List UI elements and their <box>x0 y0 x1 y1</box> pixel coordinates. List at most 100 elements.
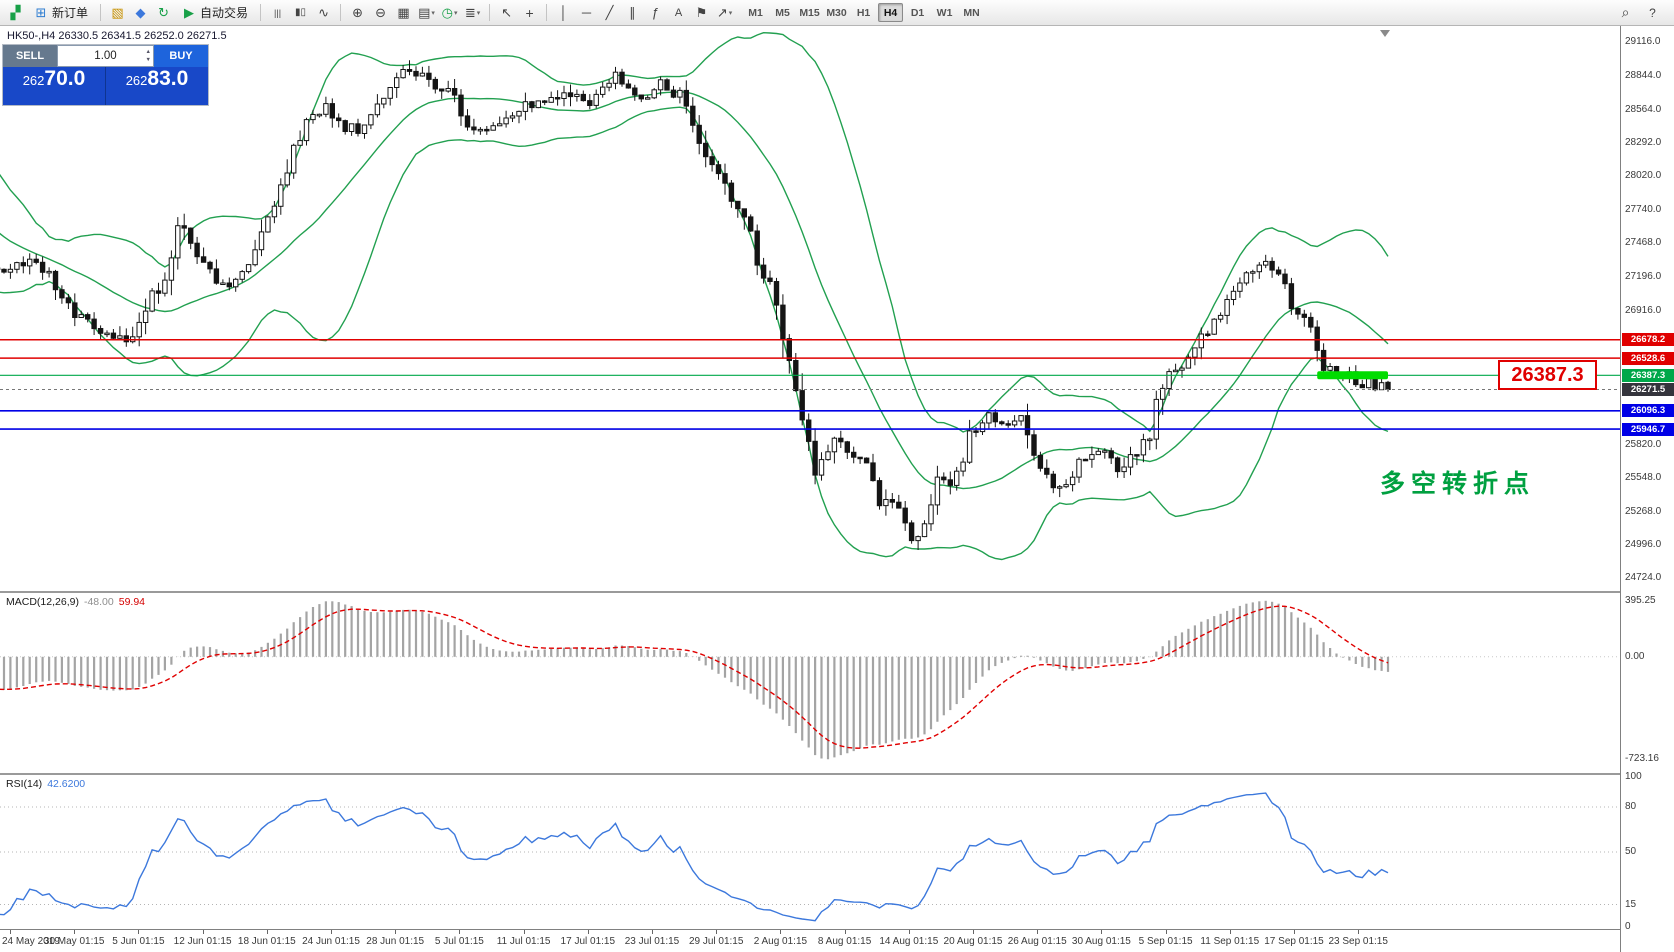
price-axis-label: 25548.0 <box>1625 471 1662 483</box>
timeframe-m1[interactable]: M1 <box>748 6 763 19</box>
one-click-trading-panel: SELL 1.00 ▲ ▼ BUY 262 70.0 262 83.0 <box>3 45 208 105</box>
time-axis-label: 5 Sep 01:15 <box>1138 936 1193 947</box>
arrows-icon[interactable]: ↗ ▾ <box>716 4 733 20</box>
dropdown-caret-icon[interactable]: ▾ <box>431 9 435 17</box>
time-axis-tick <box>395 930 397 934</box>
timeframe-h1[interactable]: H1 <box>856 6 871 19</box>
price-axis-label: 28020.0 <box>1625 170 1662 182</box>
toolbar: ▞ ⊞ 新订单 ▧ ◆ ↻ ▶ 自动交易 ||| ▮▯ ∿ ⊕ ⊖ ▦ ▤ ▾ ◷ ▾ ≣ ▾ ↖ + │ ─ ╱ ∥ ƒ A ⚑ ↗ ▾ … <box>0 0 1674 26</box>
time-axis-label: 8 Aug 01:15 <box>817 936 872 947</box>
time-axis-tick <box>138 930 140 934</box>
sell-price[interactable]: 262 70.0 <box>3 67 105 105</box>
indicators-icon[interactable]: ≣ ▾ <box>464 4 481 20</box>
stepper-down-icon[interactable]: ▼ <box>145 57 151 63</box>
turning-point-note[interactable]: 多空转折点 <box>1380 470 1536 498</box>
time-axis-tick <box>908 930 910 934</box>
main-chart-canvas[interactable] <box>0 26 1620 591</box>
toolbar-separator <box>260 4 262 21</box>
time-axis-tick <box>587 930 589 934</box>
time-axis-label: 5 Jun 01:15 <box>112 936 165 947</box>
search-icon[interactable]: ⌕ <box>1621 4 1630 20</box>
crosshair-icon[interactable]: + <box>525 4 534 21</box>
time-axis-label: 11 Sep 01:15 <box>1200 936 1260 947</box>
dropdown-caret-icon[interactable]: ▾ <box>476 9 481 17</box>
toolbar-right-group: ⌕? <box>1615 3 1669 23</box>
price-axis-label: 24724.0 <box>1625 572 1662 584</box>
chart-list-icon[interactable]: ▤ ▾ <box>418 4 435 20</box>
cursor-icon[interactable]: ↖ <box>501 4 512 20</box>
fibonacci-icon[interactable]: ƒ <box>651 5 660 20</box>
rsi-axis-label: 80 <box>1625 801 1637 812</box>
time-axis-label: 30 May 01:15 <box>43 936 105 947</box>
time-axis-label: 17 Jul 01:15 <box>560 936 616 947</box>
dropdown-caret-icon[interactable]: ▾ <box>728 9 733 17</box>
autotrading-button[interactable]: ▶ 自动交易 <box>176 3 254 23</box>
text-icon[interactable]: A <box>674 6 683 19</box>
horizontal-line-icon[interactable]: ─ <box>581 5 592 20</box>
price-tag: 26271.5 <box>1622 382 1674 396</box>
timeframe-d1[interactable]: D1 <box>910 6 925 19</box>
timeframe-h4[interactable]: H4 <box>878 3 904 22</box>
label-icon[interactable]: ⚑ <box>695 4 708 20</box>
timeframe-m15[interactable]: M15 <box>799 6 820 19</box>
rsi-canvas[interactable] <box>0 775 1620 929</box>
timeframe-m5[interactable]: M5 <box>775 6 790 19</box>
macd-canvas[interactable] <box>0 593 1620 773</box>
timeframe-mn[interactable]: MN <box>963 6 980 19</box>
macd-name: MACD(12,26,9) <box>6 596 79 608</box>
buy-price[interactable]: 262 83.0 <box>106 67 208 105</box>
pane-divider[interactable] <box>0 773 1674 775</box>
time-axis[interactable]: 24 May 2019 30 May 01:15 5 Jun 01:15 12 Jun… <box>0 930 1620 952</box>
channel-icon[interactable]: ∥ <box>629 4 636 20</box>
price-annotation-box[interactable]: 26387.3 <box>1498 360 1597 390</box>
help-icon[interactable]: ? <box>1649 5 1656 20</box>
trendline-icon[interactable]: ╱ <box>605 4 614 20</box>
time-axis-tick <box>523 930 525 934</box>
time-axis-tick <box>1294 930 1295 934</box>
app-logo-icon[interactable]: ▞ <box>10 4 21 20</box>
price-tag: 26678.2 <box>1622 333 1674 347</box>
sell-button[interactable]: SELL <box>3 45 57 67</box>
timeframe-m30[interactable]: M30 <box>826 6 847 19</box>
toolbar-separator <box>100 4 102 21</box>
zoom-out-icon[interactable]: ⊖ <box>375 4 386 20</box>
dropdown-caret-icon[interactable]: ▾ <box>453 9 458 17</box>
zoom-in-icon[interactable]: ⊕ <box>352 4 363 20</box>
price-tag: 25946.7 <box>1622 422 1674 436</box>
buy-button[interactable]: BUY <box>154 45 208 67</box>
time-axis-tick <box>652 930 653 934</box>
timeframe-w1[interactable]: W1 <box>936 6 953 19</box>
volume-input[interactable]: 1.00 ▲ ▼ <box>57 45 154 67</box>
candlestick-chart-icon[interactable]: ▮▯ <box>295 7 307 18</box>
pane-divider[interactable] <box>0 591 1674 593</box>
price-axis-label: 26916.0 <box>1625 304 1662 316</box>
vertical-line-icon[interactable]: │ <box>559 5 568 20</box>
tile-windows-icon[interactable]: ▦ <box>397 4 410 20</box>
time-axis-tick <box>1358 930 1360 934</box>
macd-signal-value: 59.94 <box>118 596 146 608</box>
price-tag: 26387.3 <box>1622 368 1674 382</box>
time-axis-label: 23 Sep 01:15 <box>1328 936 1388 947</box>
profiles-icon[interactable]: ◆ <box>135 4 146 20</box>
price-scale[interactable]: 29116.0 28844.0 28564.0 28292.0 28020.0 27740… <box>1620 26 1674 952</box>
volume-stepper[interactable]: ▲ ▼ <box>146 48 151 64</box>
time-axis-label: 14 Aug 01:15 <box>879 936 939 947</box>
bar-chart-icon[interactable]: ||| <box>274 7 282 18</box>
price-prefix: 262 <box>22 73 45 88</box>
macd-axis-label: -723.16 <box>1625 753 1659 765</box>
time-axis-label: 30 Aug 01:15 <box>1071 936 1131 947</box>
line-chart-icon[interactable]: ∿ <box>318 4 329 20</box>
time-axis-label: 26 Aug 01:15 <box>1007 936 1067 947</box>
time-axis-tick <box>266 930 268 934</box>
time-axis-label: 12 Jun 01:15 <box>173 936 232 947</box>
autotrading-play-icon: ▶ <box>184 4 195 20</box>
period-clock-icon[interactable]: ◷ ▾ <box>441 4 458 20</box>
new-order-button[interactable]: ⊞ 新订单 <box>28 3 94 23</box>
new-chart-icon[interactable]: ▧ <box>111 4 124 20</box>
stepper-up-icon[interactable]: ▲ <box>145 49 151 55</box>
time-axis-label: 18 Jun 01:15 <box>237 936 296 947</box>
price-axis-label: 28564.0 <box>1625 103 1662 115</box>
time-axis-tick <box>202 930 204 934</box>
refresh-icon[interactable]: ↻ <box>158 4 169 20</box>
time-axis-label: 23 Jul 01:15 <box>624 936 680 947</box>
